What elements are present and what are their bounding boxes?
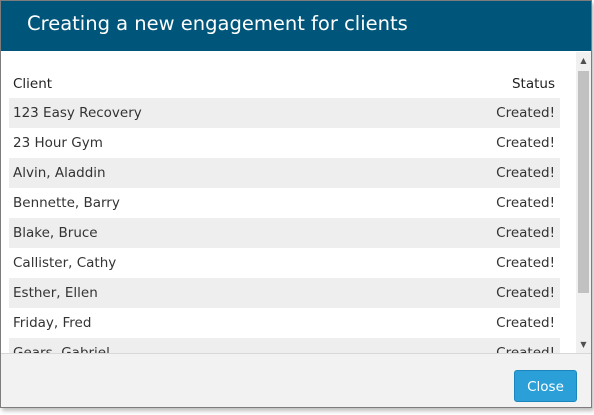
vertical-scrollbar[interactable]: ▲ ▼ bbox=[576, 52, 591, 353]
status-column-header: Status bbox=[511, 76, 555, 92]
scrollbar-thumb[interactable] bbox=[578, 71, 589, 293]
scroll-down-arrow-icon[interactable]: ▼ bbox=[580, 340, 587, 349]
table-row: 23 Hour Gym Created! bbox=[9, 128, 560, 158]
table-row: Alvin, Aladdin Created! bbox=[9, 158, 560, 188]
client-name: Esther, Ellen bbox=[13, 285, 98, 301]
status-value: Created! bbox=[496, 165, 555, 181]
client-name: Bennette, Barry bbox=[13, 195, 120, 211]
scroll-up-arrow-icon[interactable]: ▲ bbox=[580, 56, 587, 65]
table-row: Gears, Gabriel Created! bbox=[9, 338, 560, 353]
status-value: Created! bbox=[496, 315, 555, 331]
table-header: Client Status bbox=[9, 71, 560, 98]
table-row: 123 Easy Recovery Created! bbox=[9, 98, 560, 128]
dialog-title: Creating a new engagement for clients bbox=[27, 12, 408, 35]
table-row: Blake, Bruce Created! bbox=[9, 218, 560, 248]
client-column-header: Client bbox=[13, 76, 53, 92]
status-value: Created! bbox=[496, 135, 555, 151]
status-value: Created! bbox=[496, 195, 555, 211]
dialog-footer: Close bbox=[1, 353, 591, 407]
table-row: Bennette, Barry Created! bbox=[9, 188, 560, 218]
status-value: Created! bbox=[496, 255, 555, 271]
status-value: Created! bbox=[496, 105, 555, 121]
client-name: Callister, Cathy bbox=[13, 255, 117, 271]
dialog-content[interactable]: Client Status 123 Easy Recovery Created!… bbox=[1, 51, 591, 353]
client-name: 123 Easy Recovery bbox=[13, 105, 142, 121]
clients-table: Client Status 123 Easy Recovery Created!… bbox=[9, 71, 560, 353]
close-button[interactable]: Close bbox=[514, 370, 577, 402]
engagement-dialog: Creating a new engagement for clients Cl… bbox=[0, 0, 592, 408]
status-value: Created! bbox=[496, 345, 555, 353]
client-name: 23 Hour Gym bbox=[13, 135, 103, 151]
table-row: Friday, Fred Created! bbox=[9, 308, 560, 338]
client-name: Gears, Gabriel bbox=[13, 345, 110, 353]
status-value: Created! bbox=[496, 285, 555, 301]
client-name: Friday, Fred bbox=[13, 315, 92, 331]
status-value: Created! bbox=[496, 225, 555, 241]
client-name: Alvin, Aladdin bbox=[13, 165, 106, 181]
dialog-titlebar: Creating a new engagement for clients bbox=[1, 1, 591, 51]
table-row: Esther, Ellen Created! bbox=[9, 278, 560, 308]
client-name: Blake, Bruce bbox=[13, 225, 98, 241]
table-row: Callister, Cathy Created! bbox=[9, 248, 560, 278]
